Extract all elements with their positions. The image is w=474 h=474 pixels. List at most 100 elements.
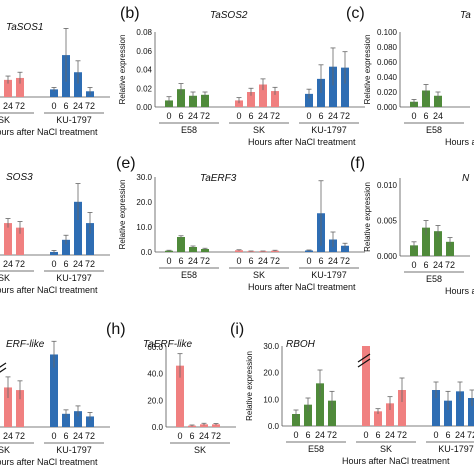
- panel-label-i: (i): [230, 321, 244, 338]
- group-label: SK: [0, 273, 10, 283]
- x-tick-label: 24: [433, 111, 443, 121]
- group-label: SK: [380, 444, 392, 454]
- bar: [74, 411, 82, 427]
- x-tick-label: 72: [15, 259, 25, 269]
- group-label: KU-1797: [56, 115, 92, 125]
- bar: [62, 239, 70, 255]
- bar: [16, 390, 24, 427]
- x-tick-label: 6: [305, 430, 310, 440]
- x-tick-label: 0: [236, 256, 241, 266]
- bar: [200, 424, 208, 427]
- bar: [422, 90, 430, 107]
- group-label: SK: [0, 115, 10, 125]
- bar: [305, 250, 313, 252]
- x-tick-label: 72: [85, 431, 95, 441]
- x-tick-label: 6: [63, 101, 68, 111]
- bar: [247, 92, 255, 107]
- x-tick-label: 24: [3, 101, 13, 111]
- y-tick-label: 0.08: [136, 28, 152, 37]
- x-tick-label: 0: [363, 430, 368, 440]
- y-tick-label: 0.000: [377, 252, 398, 261]
- x-tick-label: 24: [73, 431, 83, 441]
- bar: [468, 398, 474, 426]
- x-axis-title: Hours after NaCl treatment: [342, 456, 450, 466]
- bar: [74, 201, 82, 255]
- x-tick-label: 72: [85, 101, 95, 111]
- x-axis-title: Hours after NaCl treatment: [0, 457, 98, 467]
- bar: [410, 101, 418, 107]
- bar: [16, 227, 24, 255]
- y-axis-label: Relative expression: [363, 35, 372, 105]
- axis-break-mark: [357, 358, 371, 368]
- x-tick-label: 24: [315, 430, 325, 440]
- bar: [316, 383, 324, 426]
- x-tick-label: 24: [188, 111, 198, 121]
- bar: [362, 346, 370, 426]
- panel-label-b: (b): [120, 5, 140, 22]
- bar: [4, 223, 12, 255]
- x-tick-label: 6: [178, 256, 183, 266]
- x-tick-label: 24: [258, 111, 268, 121]
- x-tick-label: 72: [15, 431, 25, 441]
- axis-break-mark: [0, 362, 7, 368]
- x-tick-label: 6: [318, 111, 323, 121]
- panel-title: TaSOS1: [6, 22, 43, 33]
- bar: [304, 404, 312, 426]
- y-tick-label: 30.0: [263, 342, 279, 351]
- bar: [259, 84, 267, 107]
- x-tick-label: 6: [423, 260, 428, 270]
- x-tick-label: 0: [306, 256, 311, 266]
- y-tick-label: 0.0: [152, 423, 164, 432]
- bar: [50, 354, 58, 427]
- bar: [165, 250, 173, 252]
- y-tick-label: 0.000: [377, 103, 398, 112]
- y-tick-label: 0.06: [136, 47, 152, 56]
- group-label: E58: [426, 274, 442, 284]
- y-tick-label: 60.0: [147, 343, 163, 352]
- y-tick-label: 0.04: [136, 66, 152, 75]
- y-tick-label: 0.100: [377, 28, 398, 37]
- group-label: SK: [253, 125, 265, 135]
- y-tick-label: 0.060: [377, 58, 398, 67]
- x-tick-label: 6: [189, 431, 194, 441]
- x-tick-label: 0: [166, 256, 171, 266]
- y-tick-label: 0.0: [268, 422, 280, 431]
- bar: [446, 241, 454, 256]
- axis-break-mark: [357, 353, 371, 363]
- group-label: E58: [308, 444, 324, 454]
- bar: [432, 390, 440, 426]
- bar: [410, 245, 418, 256]
- x-tick-label: 0: [51, 259, 56, 269]
- group-label: KU-1797: [438, 444, 474, 454]
- bar: [189, 95, 197, 107]
- y-axis-label: Relative expression: [245, 351, 254, 421]
- bar: [177, 89, 185, 107]
- panel-title: SOS3: [6, 172, 33, 183]
- bar: [212, 424, 220, 427]
- x-tick-label: 24: [73, 259, 83, 269]
- panel-label-h: (h): [106, 321, 126, 338]
- axis-break-mark: [0, 367, 7, 373]
- x-tick-label: 72: [211, 431, 221, 441]
- x-tick-label: 72: [327, 430, 337, 440]
- y-tick-label: 0.020: [377, 88, 398, 97]
- bar: [177, 237, 185, 252]
- y-tick-label: 10.0: [263, 395, 279, 404]
- group-label: E58: [426, 125, 442, 135]
- x-tick-label: 6: [375, 430, 380, 440]
- x-axis-title: Hours af: [445, 137, 474, 147]
- group-label: E58: [181, 270, 197, 280]
- x-tick-label: 0: [51, 431, 56, 441]
- x-tick-label: 72: [200, 256, 210, 266]
- group-label: SK: [194, 445, 206, 455]
- group-label: SK: [253, 270, 265, 280]
- x-tick-label: 72: [340, 111, 350, 121]
- panel-label-c: (c): [346, 5, 365, 22]
- x-tick-label: 0: [51, 101, 56, 111]
- x-tick-label: 72: [340, 256, 350, 266]
- bar: [50, 89, 58, 97]
- y-tick-label: 0.010: [377, 181, 398, 190]
- bar: [235, 100, 243, 107]
- panel-title: N: [462, 173, 470, 184]
- group-label: SK: [0, 445, 10, 455]
